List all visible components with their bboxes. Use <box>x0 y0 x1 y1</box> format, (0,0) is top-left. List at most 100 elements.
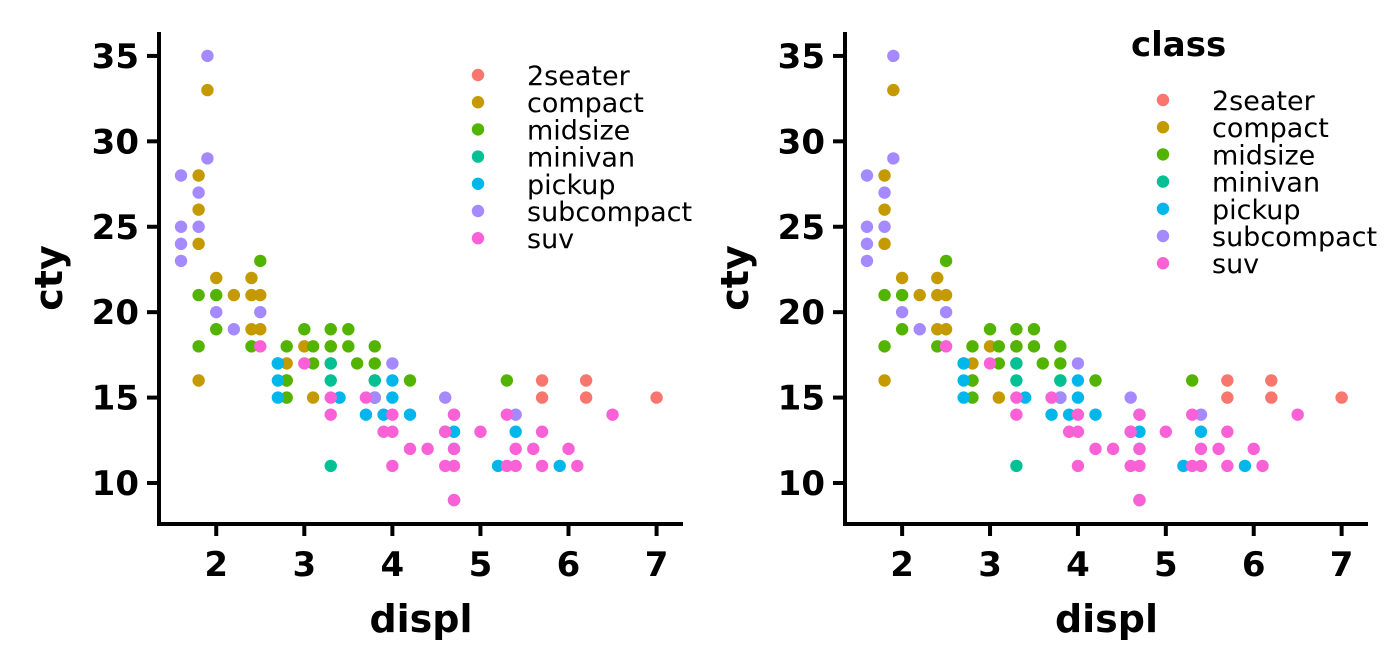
data-point <box>535 459 549 473</box>
data-point <box>939 323 953 336</box>
data-point <box>1194 425 1208 438</box>
data-point <box>571 459 584 473</box>
x-tick-label: 2 <box>890 545 914 585</box>
y-tick-label: 25 <box>778 208 825 248</box>
data-point <box>878 340 891 353</box>
data-point <box>298 323 311 336</box>
data-point <box>324 391 337 404</box>
data-point <box>939 288 953 302</box>
data-point <box>1221 459 1234 473</box>
data-point <box>1133 425 1146 438</box>
data-point <box>1054 340 1067 353</box>
x-tick-label: 4 <box>1066 545 1090 585</box>
data-point <box>368 374 381 387</box>
data-point <box>1071 408 1085 421</box>
data-point <box>1010 340 1023 353</box>
y-tick-label: 10 <box>778 464 825 504</box>
data-point <box>403 442 417 456</box>
data-point <box>368 357 381 370</box>
data-point <box>887 152 900 165</box>
data-point <box>1335 391 1348 404</box>
series-compact <box>878 83 1023 404</box>
series-subcompact <box>174 49 522 421</box>
data-point <box>992 391 1006 404</box>
legend-key-minivan <box>471 150 485 163</box>
data-point <box>1133 493 1146 507</box>
data-point <box>1124 425 1137 438</box>
data-point <box>324 357 337 370</box>
data-point <box>280 374 293 387</box>
data-point <box>368 391 381 404</box>
data-point <box>579 374 593 387</box>
data-point <box>174 237 188 251</box>
data-point <box>298 357 311 370</box>
y-axis-title: cty <box>713 245 757 311</box>
data-point <box>500 374 514 387</box>
data-point <box>359 391 373 404</box>
legend-label-midsize: midsize <box>527 115 630 146</box>
data-point <box>931 271 944 285</box>
legend: class2seatercompactmidsizeminivanpickups… <box>1131 25 1377 280</box>
data-point <box>245 323 258 336</box>
data-point <box>1133 408 1146 421</box>
legend-label-compact: compact <box>527 88 644 119</box>
data-point <box>227 288 241 302</box>
data-point <box>306 340 320 353</box>
data-point <box>192 169 205 182</box>
data-point <box>957 357 970 370</box>
legend-label-minivan: minivan <box>527 143 635 174</box>
data-point <box>878 220 891 233</box>
data-point <box>939 305 953 319</box>
legend-label-midsize: midsize <box>1212 140 1315 171</box>
data-point <box>1186 408 1199 421</box>
x-tick-label: 7 <box>1330 545 1354 585</box>
legend-label-2seater: 2seater <box>527 61 631 92</box>
data-point <box>860 254 874 268</box>
data-point <box>271 357 285 370</box>
data-point <box>447 425 461 438</box>
scatter-panel-left: 10 15 20 25 30 35 2 3 4 5 6 7 displ cty 2seatercompact… <box>27 32 692 641</box>
data-point <box>1027 340 1041 353</box>
data-point <box>1089 374 1102 387</box>
x-tick-label: 5 <box>469 545 493 585</box>
data-point <box>386 459 399 473</box>
data-point <box>931 288 944 302</box>
data-point <box>210 323 223 336</box>
x-tick-label: 3 <box>292 545 316 585</box>
series-midsize <box>192 254 514 404</box>
data-point <box>1010 391 1023 404</box>
data-point <box>553 459 566 473</box>
data-point <box>1010 459 1023 473</box>
data-point <box>1159 425 1173 438</box>
data-point <box>535 425 549 438</box>
data-point <box>447 408 461 421</box>
data-point <box>254 323 267 336</box>
data-point <box>1027 323 1041 336</box>
data-point <box>254 288 267 302</box>
legend: 2seatercompactmidsizeminivanpickupsubcom… <box>471 61 692 255</box>
y-tick-label: 15 <box>778 379 825 419</box>
legend-key-midsize <box>1156 148 1170 161</box>
data-point <box>527 442 540 456</box>
data-point <box>298 340 311 353</box>
data-point <box>1054 374 1067 387</box>
data-point <box>1221 425 1234 438</box>
data-point <box>535 374 549 387</box>
series-suv <box>254 340 619 507</box>
data-point <box>447 442 461 456</box>
data-point <box>1256 459 1269 473</box>
data-point <box>421 442 434 456</box>
data-point <box>1071 374 1085 387</box>
legend-label-suv: suv <box>1212 249 1259 280</box>
legend-label-2seater: 2seater <box>1212 86 1316 117</box>
y-tick-label: 20 <box>92 293 139 333</box>
data-point <box>509 459 522 473</box>
data-point <box>1194 408 1208 421</box>
data-point <box>1221 391 1234 404</box>
data-point <box>562 442 575 456</box>
data-point <box>1010 357 1023 370</box>
data-point <box>474 425 487 438</box>
data-point <box>1045 391 1058 404</box>
data-point <box>201 152 214 165</box>
legend-key-2seater <box>1156 93 1170 107</box>
